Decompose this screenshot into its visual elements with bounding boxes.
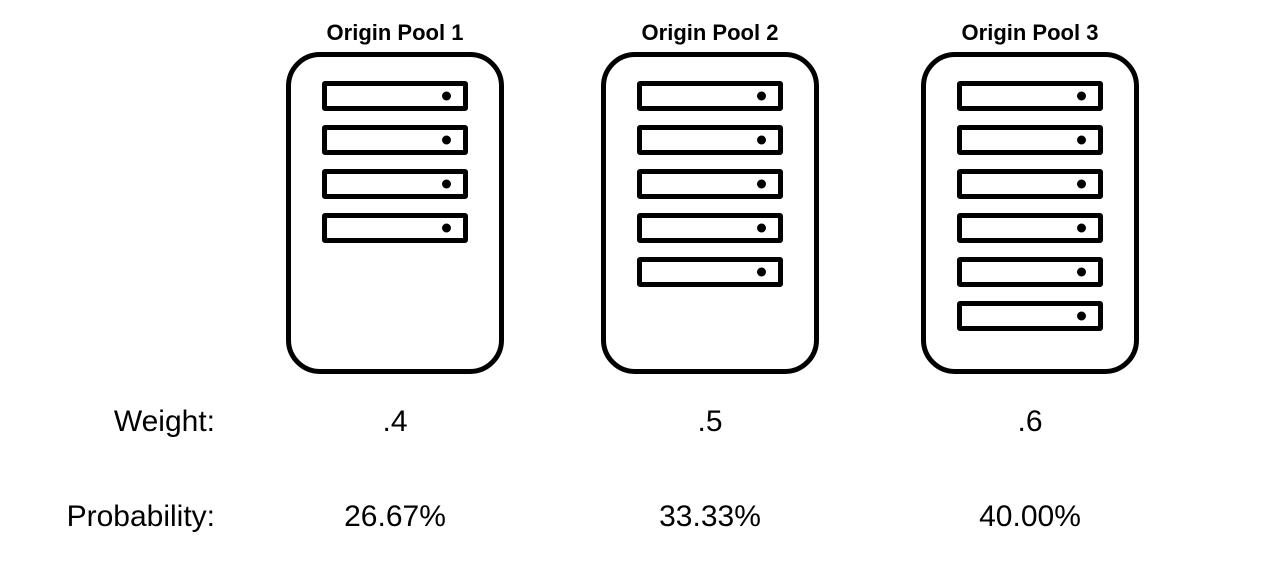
- server-stack: [957, 81, 1103, 331]
- probability-value: 40.00%: [910, 500, 1150, 534]
- server-icon: [957, 125, 1103, 155]
- server-icon: [322, 213, 468, 243]
- server-icon: [957, 301, 1103, 331]
- server-stack: [637, 81, 783, 287]
- server-stack: [322, 81, 468, 243]
- weight-value: .5: [590, 405, 830, 439]
- pool-title: Origin Pool 1: [275, 20, 515, 46]
- pool-box: [601, 52, 819, 374]
- diagram-stage: Origin Pool 1 Origin Pool 2 Origin Pool …: [0, 0, 1276, 577]
- weight-value: .4: [275, 405, 515, 439]
- server-icon: [637, 213, 783, 243]
- probability-value: 33.33%: [590, 500, 830, 534]
- pool-box: [286, 52, 504, 374]
- probability-label: Probability:: [0, 500, 215, 534]
- weight-label: Weight:: [0, 405, 215, 439]
- server-icon: [322, 169, 468, 199]
- server-icon: [957, 213, 1103, 243]
- pool-box: [921, 52, 1139, 374]
- pool-title: Origin Pool 3: [910, 20, 1150, 46]
- probability-value: 26.67%: [275, 500, 515, 534]
- server-icon: [957, 257, 1103, 287]
- server-icon: [322, 125, 468, 155]
- pool-title: Origin Pool 2: [590, 20, 830, 46]
- server-icon: [957, 169, 1103, 199]
- server-icon: [637, 125, 783, 155]
- server-icon: [637, 169, 783, 199]
- weight-value: .6: [910, 405, 1150, 439]
- server-icon: [637, 257, 783, 287]
- server-icon: [957, 81, 1103, 111]
- server-icon: [322, 81, 468, 111]
- server-icon: [637, 81, 783, 111]
